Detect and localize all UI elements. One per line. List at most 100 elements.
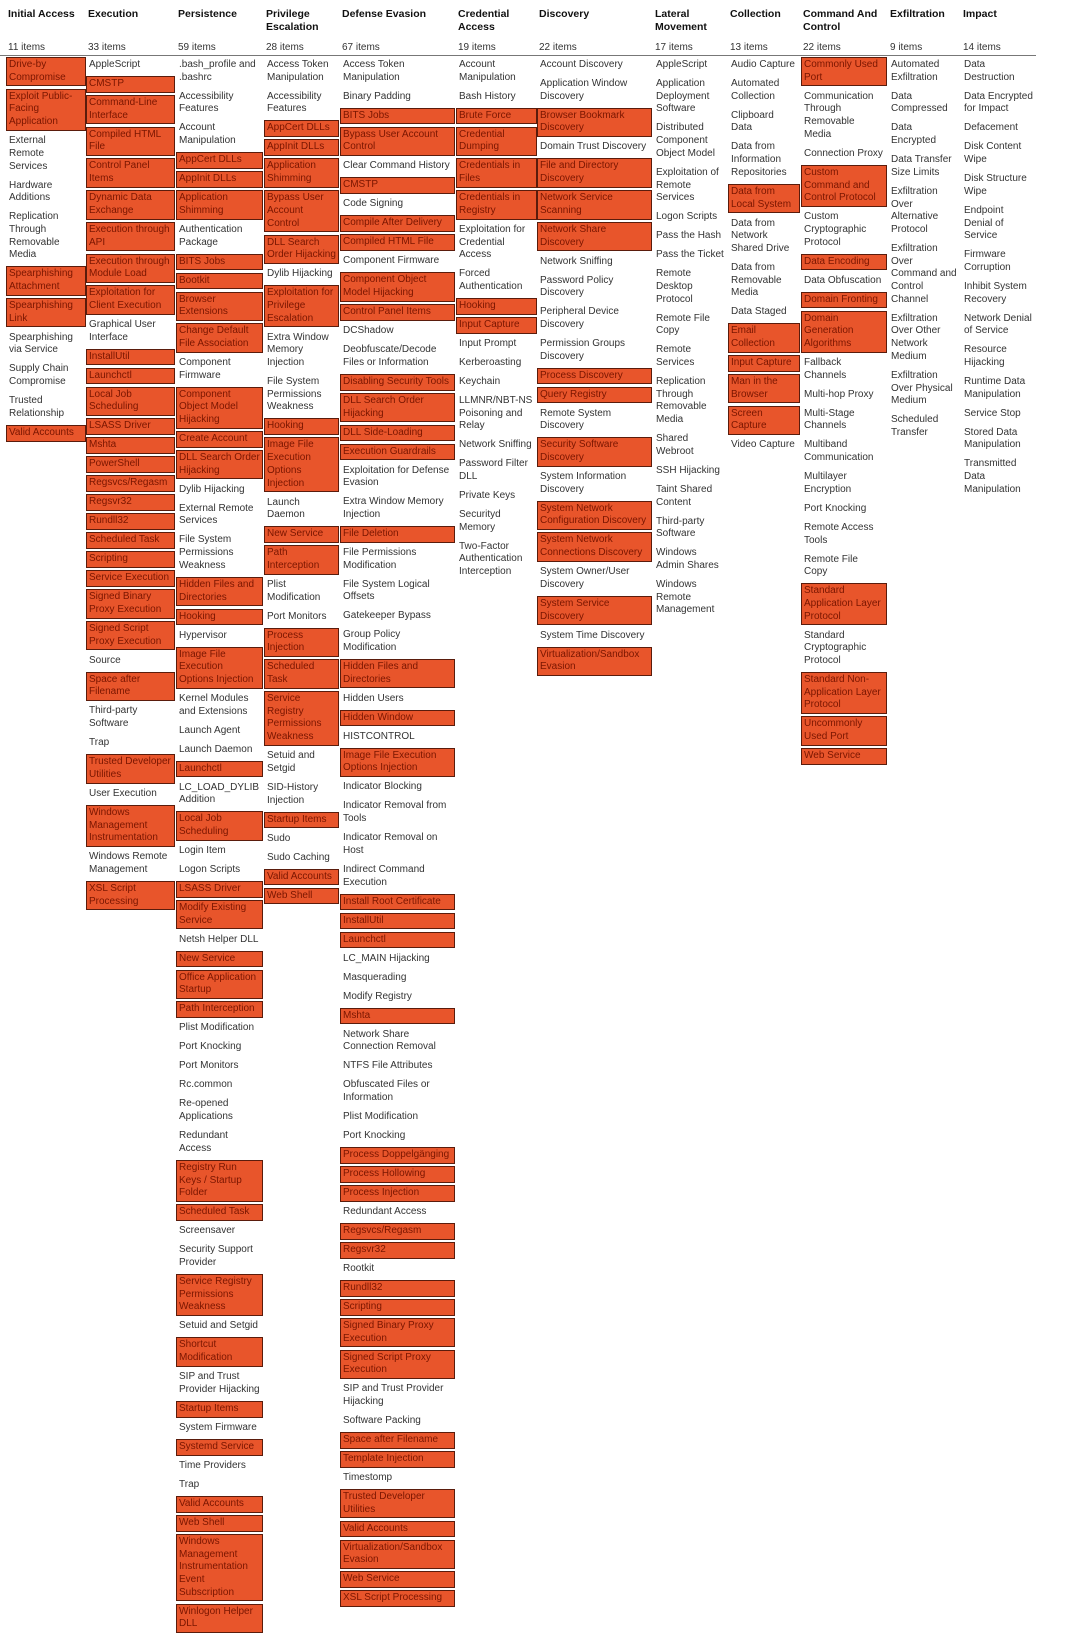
technique-cell-highlighted[interactable]: Hooking	[456, 297, 537, 315]
technique-cell[interactable]: Login Item	[179, 845, 226, 857]
technique-cell-highlighted[interactable]: Exploitation for Client Execution	[86, 285, 175, 315]
technique-cell-highlighted[interactable]: Scheduled Task	[264, 659, 339, 689]
technique-cell-highlighted[interactable]: Web Shell	[264, 887, 339, 905]
technique-cell[interactable]: Resource Hijacking	[964, 344, 1007, 369]
technique-cell-highlighted[interactable]: Credential Dumping	[456, 126, 537, 157]
technique-cell-highlighted[interactable]: Signed Binary Proxy Execution	[340, 1317, 455, 1348]
technique-cell-highlighted[interactable]: Execution through Module Load	[86, 253, 175, 283]
technique-cell-highlighted[interactable]: New Service	[264, 526, 339, 543]
technique-cell-highlighted[interactable]: Create Account	[176, 431, 263, 448]
technique-cell[interactable]: Port Monitors	[179, 1060, 239, 1072]
technique-cell-highlighted[interactable]: Path Interception	[264, 545, 339, 575]
technique-cell[interactable]: Kerberoasting	[459, 356, 522, 368]
technique-cell-highlighted[interactable]: Compile After Delivery	[340, 215, 455, 233]
technique-cell[interactable]: File Permissions Modification	[343, 546, 417, 571]
technique-cell-highlighted[interactable]: Space after Filename	[340, 1432, 455, 1449]
technique-cell-highlighted[interactable]: BITS Jobs	[176, 253, 263, 271]
technique-cell-highlighted[interactable]: BITS Jobs	[340, 107, 455, 125]
technique-cell-highlighted[interactable]: InstallUtil	[340, 912, 455, 930]
technique-cell-highlighted[interactable]: Launchctl	[340, 931, 455, 949]
technique-cell-highlighted[interactable]: Process Hollowing	[340, 1165, 455, 1183]
technique-cell[interactable]: DCShadow	[343, 325, 394, 337]
technique-cell[interactable]: Software Packing	[343, 1415, 421, 1427]
technique-cell-highlighted[interactable]: System Service Discovery	[537, 595, 652, 626]
technique-cell-highlighted[interactable]: Windows Management Instrumentation Event…	[176, 1533, 263, 1602]
technique-cell-highlighted[interactable]: Input Capture	[728, 355, 800, 372]
technique-cell-highlighted[interactable]: Execution Guardrails	[340, 443, 455, 461]
technique-cell[interactable]: NTFS File Attributes	[343, 1060, 433, 1072]
technique-cell-highlighted[interactable]: Web Service	[801, 748, 887, 765]
technique-cell[interactable]: Defacement	[964, 122, 1018, 134]
technique-cell[interactable]: Standard Cryptographic Protocol	[804, 629, 867, 667]
technique-cell[interactable]: Data Staged	[731, 306, 787, 318]
technique-cell-highlighted[interactable]: Bypass User Account Control	[340, 126, 455, 157]
technique-cell[interactable]: Windows Admin Shares	[656, 547, 719, 571]
technique-cell[interactable]: Video Capture	[731, 439, 795, 451]
technique-cell[interactable]: SIP and Trust Provider Hijacking	[179, 1371, 260, 1395]
technique-cell-highlighted[interactable]: Network Service Scanning	[537, 190, 652, 220]
technique-cell-highlighted[interactable]: LSASS Driver	[86, 418, 175, 436]
technique-cell-highlighted[interactable]: Domain Generation Algorithms	[801, 310, 887, 353]
technique-cell[interactable]: Trap	[89, 737, 110, 749]
technique-cell-highlighted[interactable]: Regsvcs/Regasm	[340, 1222, 455, 1240]
technique-cell[interactable]: Logon Scripts	[179, 864, 241, 876]
technique-cell[interactable]: Port Knocking	[179, 1041, 242, 1053]
technique-cell[interactable]: Private Keys	[459, 490, 516, 502]
technique-cell[interactable]: Authentication Package	[179, 223, 243, 248]
technique-cell-highlighted[interactable]: Exploitation for Privilege Escalation	[264, 285, 339, 328]
technique-cell[interactable]: Redundant Access	[179, 1130, 228, 1154]
technique-cell-highlighted[interactable]: Standard Application Layer Protocol	[801, 583, 887, 626]
technique-cell[interactable]: Plist Modification	[179, 1022, 255, 1034]
technique-cell[interactable]: Data Transfer Size Limits	[891, 154, 952, 178]
technique-cell-highlighted[interactable]: Spearphishing Attachment	[6, 266, 86, 296]
technique-cell-highlighted[interactable]: File Deletion	[340, 525, 455, 543]
technique-cell-highlighted[interactable]: Man in the Browser	[728, 374, 800, 404]
technique-cell-highlighted[interactable]: PowerShell	[86, 456, 175, 474]
technique-cell-highlighted[interactable]: Compiled HTML File	[86, 126, 175, 157]
technique-cell-highlighted[interactable]: Rundll32	[340, 1279, 455, 1297]
technique-cell[interactable]: Accessibility Features	[179, 90, 234, 115]
technique-cell[interactable]: Dylib Hijacking	[179, 483, 245, 495]
technique-cell[interactable]: Forced Authentication	[459, 268, 523, 292]
technique-cell-highlighted[interactable]: Hidden Files and Directories	[340, 659, 455, 689]
technique-cell[interactable]: Dylib Hijacking	[267, 268, 333, 280]
technique-cell[interactable]: Keychain	[459, 375, 501, 387]
technique-cell-highlighted[interactable]: Launchctl	[86, 367, 175, 385]
technique-cell-highlighted[interactable]: Local Job Scheduling	[176, 811, 263, 841]
technique-cell[interactable]: Network Sniffing	[540, 255, 613, 267]
technique-cell-highlighted[interactable]: Standard Non-Application Layer Protocol	[801, 672, 887, 715]
technique-cell[interactable]: Multiband Communication	[804, 439, 874, 464]
technique-cell-highlighted[interactable]: Regsvr32	[86, 494, 175, 512]
technique-cell[interactable]: Application Deployment Software	[656, 78, 710, 115]
technique-cell[interactable]: Launch Daemon	[179, 743, 253, 755]
technique-cell-highlighted[interactable]: Scheduled Task	[176, 1204, 263, 1221]
technique-cell[interactable]: Disk Content Wipe	[964, 141, 1022, 166]
technique-cell-highlighted[interactable]: Image File Execution Options Injection	[264, 437, 339, 493]
technique-cell-highlighted[interactable]: Hooking	[176, 608, 263, 626]
technique-cell-highlighted[interactable]: Image File Execution Options Injection	[176, 646, 263, 689]
technique-cell-highlighted[interactable]: Image File Execution Options Injection	[340, 747, 455, 778]
technique-cell-highlighted[interactable]: Startup Items	[264, 811, 339, 829]
technique-cell[interactable]: Remote File Copy	[804, 553, 858, 578]
technique-cell-highlighted[interactable]: Screen Capture	[728, 405, 800, 436]
technique-cell[interactable]: Rootkit	[343, 1262, 375, 1274]
technique-cell[interactable]: HISTCONTROL	[343, 730, 415, 742]
technique-cell[interactable]: Hardware Additions	[9, 179, 53, 204]
technique-cell-highlighted[interactable]: DLL Side-Loading	[340, 424, 455, 442]
technique-cell-highlighted[interactable]: Domain Fronting	[801, 291, 887, 309]
technique-cell-highlighted[interactable]: CMSTP	[340, 177, 455, 195]
technique-cell[interactable]: External Remote Services	[179, 502, 254, 527]
technique-cell-highlighted[interactable]: Hidden Files and Directories	[176, 576, 263, 607]
technique-cell-highlighted[interactable]: Hooking	[264, 418, 339, 436]
technique-cell[interactable]: Stored Data Manipulation	[964, 426, 1021, 451]
technique-cell-highlighted[interactable]: Web Shell	[176, 1514, 263, 1532]
technique-cell[interactable]: Graphical User Interface	[89, 318, 156, 343]
technique-cell[interactable]: Bash History	[459, 90, 516, 102]
technique-cell[interactable]: .bash_profile and .bashrc	[179, 59, 256, 83]
technique-cell[interactable]: AppleScript	[656, 59, 708, 70]
technique-cell-highlighted[interactable]: Dynamic Data Exchange	[86, 190, 175, 220]
technique-cell[interactable]: Exploitation of Remote Services	[656, 166, 719, 204]
technique-cell[interactable]: Sudo Caching	[267, 851, 330, 863]
technique-cell[interactable]: Remote File Copy	[656, 312, 710, 337]
technique-cell[interactable]: External Remote Services	[9, 135, 48, 172]
